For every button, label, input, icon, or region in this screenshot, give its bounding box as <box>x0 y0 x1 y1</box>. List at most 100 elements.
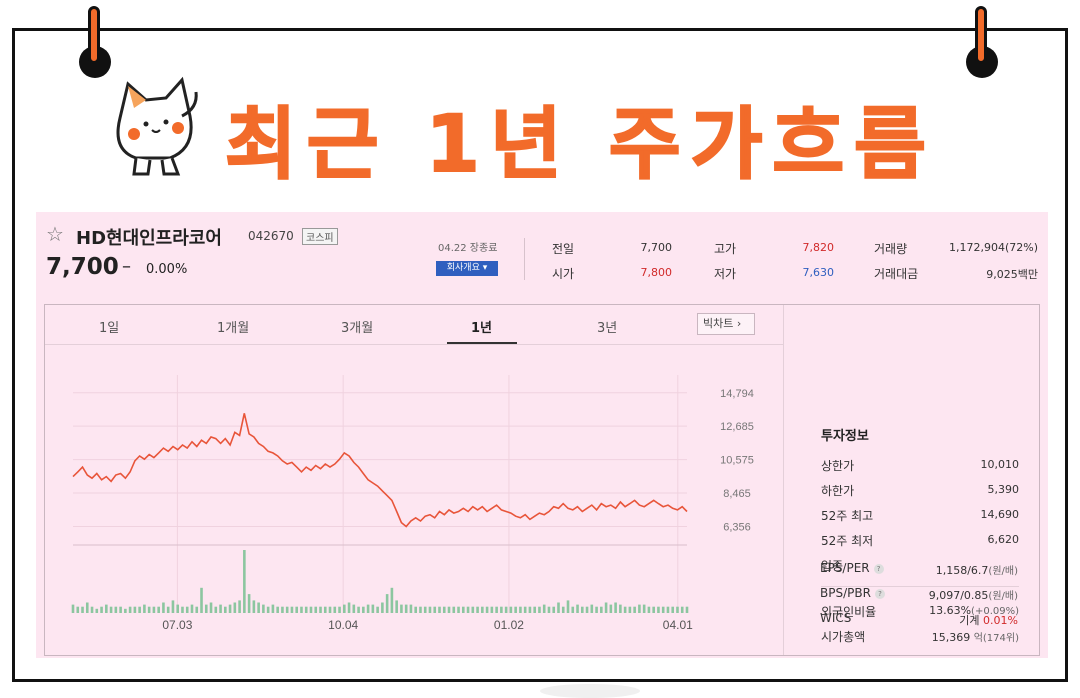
volume-bar <box>680 606 684 613</box>
low-label: 저가 <box>714 267 737 281</box>
volume-bar <box>447 606 451 613</box>
volume-bar <box>95 608 99 613</box>
tab-3month[interactable]: 3개월 <box>341 321 374 336</box>
volume-bar <box>157 606 160 613</box>
info-divider <box>821 586 1019 587</box>
volume-bar <box>390 587 394 613</box>
volume-bar <box>143 604 146 613</box>
info-value-foreign-ratio: 13.63%(+0.09%) <box>929 604 1019 617</box>
help-icon[interactable]: ? <box>873 563 884 574</box>
volume-bar <box>404 604 408 613</box>
volume-bar <box>162 602 165 613</box>
volume-bar <box>580 606 584 613</box>
x-tick-label: 07.03 <box>162 618 192 632</box>
volume-bar <box>423 606 427 613</box>
volume-bar <box>461 606 465 613</box>
volume-bar <box>395 600 398 613</box>
volume-bar <box>576 604 579 613</box>
volume-bar <box>105 604 108 613</box>
volume-bar <box>552 606 556 613</box>
volume-bar <box>271 604 275 613</box>
volume-bar <box>595 606 598 613</box>
help-icon[interactable]: ? <box>874 588 885 599</box>
volume-bar <box>224 606 227 613</box>
volume-bar <box>471 606 475 613</box>
x-tick-label: 04.01 <box>663 618 693 632</box>
volume-bar <box>109 606 113 613</box>
volume-bar <box>504 606 508 613</box>
info-value-bps-pbr: 9,097/0.85(원/배) <box>928 589 1018 602</box>
price-change-sign: – <box>122 256 131 277</box>
volume-bar <box>166 606 170 613</box>
divider <box>524 238 525 280</box>
y-tick-label: 10,575 <box>720 455 754 467</box>
info-label-sector: 업종 <box>821 559 844 573</box>
volume-bar <box>171 600 175 613</box>
volume-bar <box>638 604 641 613</box>
volume-bar <box>614 602 617 613</box>
volume-bar <box>362 606 365 613</box>
volume-bar <box>333 606 337 613</box>
volume-bar <box>571 606 575 613</box>
info-label-bps-pbr: BPS/PBR? <box>820 586 885 600</box>
info-value-lower-limit: 5,390 <box>987 483 1020 496</box>
high-label: 고가 <box>714 242 737 256</box>
info-value-eps-per: 1,158/6.7(원/배) <box>935 564 1018 577</box>
volume-bar <box>600 606 603 613</box>
volume-bar <box>514 606 517 613</box>
volume-bar <box>528 606 532 613</box>
volume-bar <box>661 606 665 613</box>
volume-bar <box>266 606 270 613</box>
info-label-52w-high: 52주 최고 <box>821 509 874 523</box>
volume-bar <box>652 606 655 613</box>
high-value: 7,820 <box>802 241 835 254</box>
volume-bar <box>114 606 118 613</box>
volume-bar <box>314 606 318 613</box>
volume-bar <box>376 606 379 613</box>
amount-label: 거래대금 <box>874 267 919 281</box>
company-overview-button[interactable]: 회사개요 ▾ <box>436 261 498 276</box>
volume-bar <box>90 606 94 613</box>
volume-bar <box>214 606 218 613</box>
volume-bar <box>566 600 570 613</box>
volume-bar <box>366 604 370 613</box>
info-label-upper-limit: 상한가 <box>821 459 855 473</box>
volume-bar <box>533 606 536 613</box>
cat-mascot-icon <box>116 76 198 176</box>
volume-bar <box>190 604 194 613</box>
volume-bar <box>300 606 303 613</box>
volume-bar <box>371 604 375 613</box>
big-chart-button[interactable]: 빅차트 › <box>697 313 755 335</box>
favorite-star-icon[interactable]: ☆ <box>46 222 64 246</box>
current-price: 7,700 <box>46 254 119 280</box>
volume-bar <box>357 606 360 613</box>
volume-bar <box>542 604 546 613</box>
tab-1month[interactable]: 1개월 <box>217 321 250 336</box>
volume-bar <box>262 604 265 613</box>
volume-bar <box>466 606 470 613</box>
tab-1day[interactable]: 1일 <box>99 321 120 336</box>
volume-bar <box>547 606 551 613</box>
volume-bar <box>295 606 299 613</box>
info-label-eps-per: EPS/PER? <box>820 561 884 575</box>
info-label-market-cap: 시가총액 <box>821 630 866 644</box>
open-label: 시가 <box>552 267 575 281</box>
volume-bar <box>128 606 132 613</box>
tab-3year[interactable]: 3년 <box>597 321 618 336</box>
volume-bar <box>119 606 122 613</box>
volume-bar <box>247 594 251 613</box>
volume-bar <box>428 606 432 613</box>
volume-bar <box>76 606 80 613</box>
volume-bar <box>476 606 479 613</box>
volume-bar <box>676 606 679 613</box>
volume-bar <box>200 587 203 613</box>
volume-bar <box>590 604 594 613</box>
volume-bar <box>185 606 189 613</box>
price-chart[interactable]: 14,794 12,685 10,575 8,465 6,356 07.03 10.04 01… <box>45 345 783 655</box>
info-label-52w-low: 52주 최저 <box>821 534 874 548</box>
stock-name[interactable]: HD현대인프라코어 <box>76 228 222 249</box>
volume-bar <box>309 606 313 613</box>
tab-1year[interactable]: 1년 <box>471 321 493 336</box>
volume-bar <box>666 606 670 613</box>
volume-bar <box>385 594 389 613</box>
